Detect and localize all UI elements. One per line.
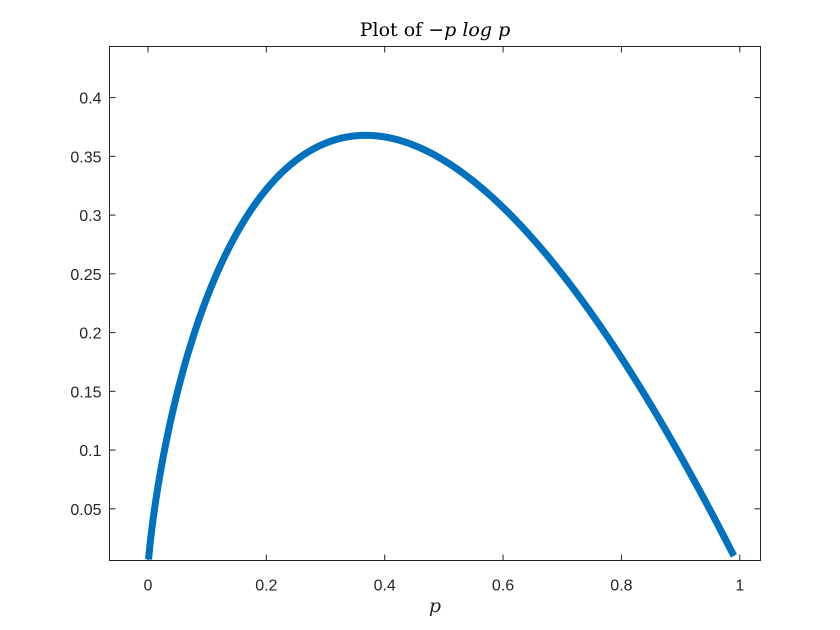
x-tick-label: 0.6 <box>492 578 514 595</box>
x-axis-label: p <box>429 595 441 617</box>
chart-title-prefix: Plot of <box>360 19 429 41</box>
y-tick-label: 0.3 <box>79 208 101 225</box>
y-tick-label: 0.05 <box>70 502 101 519</box>
y-tick-label: 0.4 <box>79 91 101 108</box>
x-tick-label: 0.8 <box>610 578 632 595</box>
x-tick-label: 1 <box>735 578 744 595</box>
x-tick-labels: 0 0.2 0.4 0.6 0.8 1 <box>144 578 745 595</box>
y-tick-label: 0.35 <box>70 149 101 166</box>
y-tick-labels: 0.05 0.1 0.15 0.2 0.25 0.3 0.35 0.4 <box>70 91 101 519</box>
x-tick-label: 0 <box>144 578 153 595</box>
y-tick-label: 0.15 <box>70 384 101 401</box>
x-tick-label: 0.2 <box>255 578 277 595</box>
series-line <box>145 131 737 563</box>
ticks-group <box>109 46 761 561</box>
x-tick-label: 0.4 <box>374 578 396 595</box>
chart-title: Plot of −p log p <box>360 19 511 41</box>
axes-box <box>109 46 761 561</box>
y-tick-label: 0.2 <box>79 326 101 343</box>
y-tick-label: 0.25 <box>70 267 101 284</box>
y-tick-label: 0.1 <box>79 443 101 460</box>
series-group <box>145 131 737 563</box>
chart-title-math: −p log p <box>428 19 510 41</box>
